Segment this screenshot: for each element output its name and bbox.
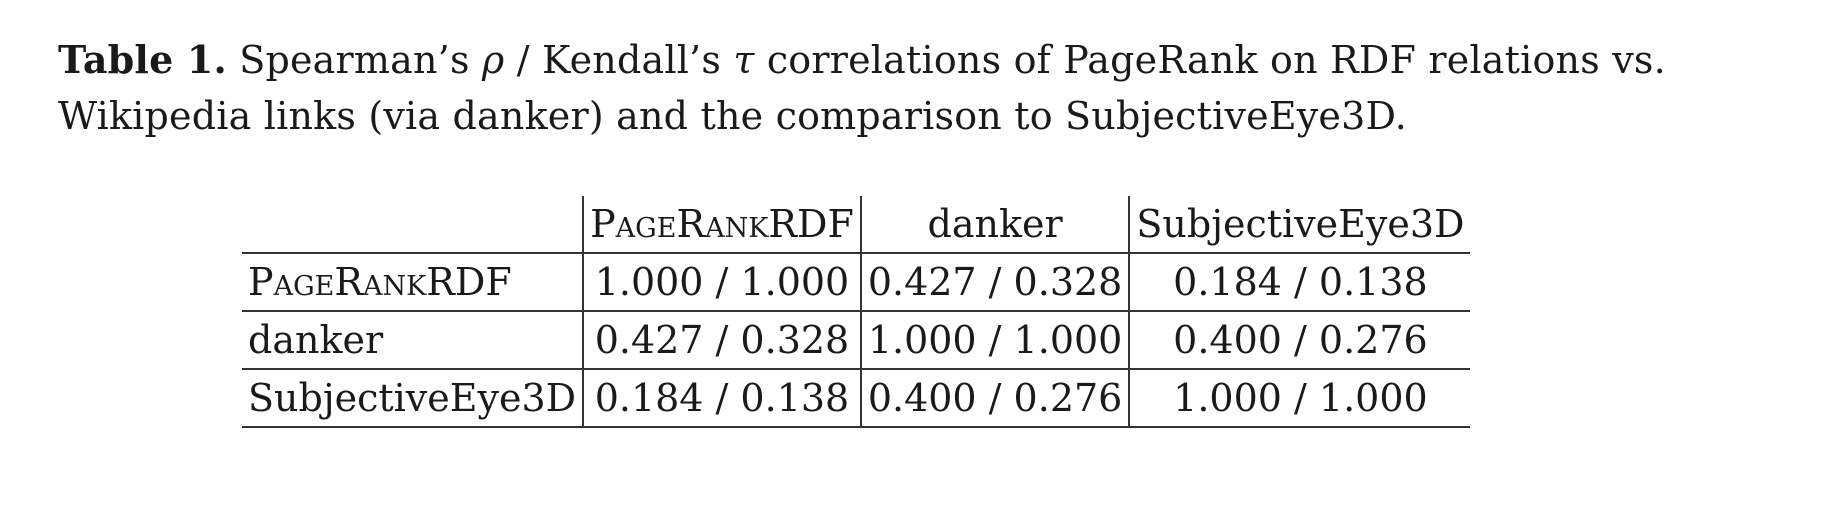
row-header-subjectiveeye3d: SubjectiveEye3D xyxy=(242,369,584,428)
table-cell: 1.000 / 1.000 xyxy=(859,311,1130,370)
table-cell: 0.184 / 0.138 xyxy=(582,369,861,428)
table-cell: 0.184 / 0.138 xyxy=(1128,253,1471,312)
table-cell: 0.427 / 0.328 xyxy=(582,311,861,370)
column-header-pagerankrdf: PageRankRDF xyxy=(582,196,861,254)
table-cell: 1.000 / 1.000 xyxy=(582,253,861,312)
caption-rho-symbol: ρ xyxy=(481,38,505,82)
caption-tau-symbol: τ xyxy=(733,38,755,82)
table-header-row: PageRankRDF danker SubjectiveEye3D xyxy=(242,196,1471,254)
table-caption: Table 1. Spearman’s ρ / Kendall’s τ corr… xyxy=(58,32,1778,144)
row-header-danker: danker xyxy=(242,311,584,370)
header-corner-cell xyxy=(242,196,584,254)
caption-label: Table 1. xyxy=(58,37,227,82)
table-cell: 1.000 / 1.000 xyxy=(1128,369,1471,428)
table-cell: 0.400 / 0.276 xyxy=(859,369,1130,428)
caption-text-2: / Kendall’s xyxy=(504,38,734,82)
caption-text-1: Spearman’s xyxy=(239,38,482,82)
caption-text-3: correlations of PageRank on RDF relation… xyxy=(58,38,1666,138)
table-row: PageRankRDF 1.000 / 1.000 0.427 / 0.328 … xyxy=(242,253,1471,312)
correlation-table: PageRankRDF danker SubjectiveEye3D PageR… xyxy=(242,196,1471,428)
table-row: SubjectiveEye3D 0.184 / 0.138 0.400 / 0.… xyxy=(242,369,1471,428)
column-header-subjectiveeye3d: SubjectiveEye3D xyxy=(1128,196,1471,254)
table-row: danker 0.427 / 0.328 1.000 / 1.000 0.400… xyxy=(242,311,1471,370)
table-cell: 0.427 / 0.328 xyxy=(859,253,1130,312)
column-header-danker: danker xyxy=(859,196,1130,254)
table-cell: 0.400 / 0.276 xyxy=(1128,311,1471,370)
row-header-pagerankrdf: PageRankRDF xyxy=(242,253,584,312)
